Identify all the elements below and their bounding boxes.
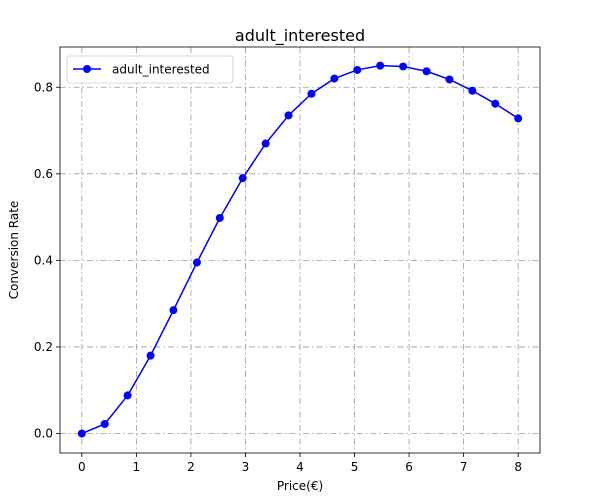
data-point — [514, 114, 523, 123]
x-tick-label: 0 — [78, 460, 86, 474]
y-tick-label: 0.8 — [34, 80, 53, 94]
data-point — [376, 61, 385, 70]
data-point — [215, 213, 224, 222]
legend-marker-adult-interested — [83, 65, 91, 73]
x-tick-label: 2 — [187, 460, 195, 474]
axis-ticks: 0 1 2 3 4 5 6 7 8 0.0 0.2 0.4 0.6 0.8 — [34, 80, 522, 474]
legend-label-adult-interested: adult_interested — [112, 63, 210, 77]
data-point — [146, 351, 155, 360]
data-point — [192, 258, 201, 267]
y-tick-label: 0.0 — [34, 427, 53, 441]
data-point — [422, 67, 431, 76]
data-point — [330, 74, 339, 83]
x-tick-label: 5 — [351, 460, 359, 474]
data-point — [468, 86, 477, 95]
y-tick-label: 0.2 — [34, 340, 53, 354]
x-tick-label: 7 — [460, 460, 468, 474]
data-point — [100, 420, 109, 428]
data-point — [77, 429, 86, 438]
legend-box — [66, 55, 234, 84]
y-tick-label: 0.4 — [34, 253, 53, 267]
legend: adult_interested — [66, 55, 234, 84]
data-point — [399, 62, 408, 71]
x-tick-label: 3 — [242, 460, 250, 474]
y-tick-label: 0.6 — [34, 167, 53, 181]
data-point — [169, 306, 178, 315]
series-line-adult-interested — [81, 64, 519, 435]
series-layer — [77, 61, 523, 438]
data-point — [491, 99, 500, 108]
chart-title: adult_interested — [235, 26, 365, 46]
x-tick-label: 8 — [514, 460, 522, 474]
data-point — [261, 139, 270, 148]
y-axis-label: Conversion Rate — [7, 201, 21, 300]
data-point — [284, 111, 293, 120]
x-tick-label: 1 — [133, 460, 141, 474]
data-point — [123, 391, 132, 400]
data-point — [238, 174, 247, 183]
data-point — [307, 89, 316, 98]
data-point — [353, 65, 362, 74]
x-tick-label: 4 — [296, 460, 304, 474]
data-point — [445, 75, 454, 84]
x-axis-label: Price(€) — [277, 479, 323, 493]
x-tick-label: 6 — [405, 460, 413, 474]
